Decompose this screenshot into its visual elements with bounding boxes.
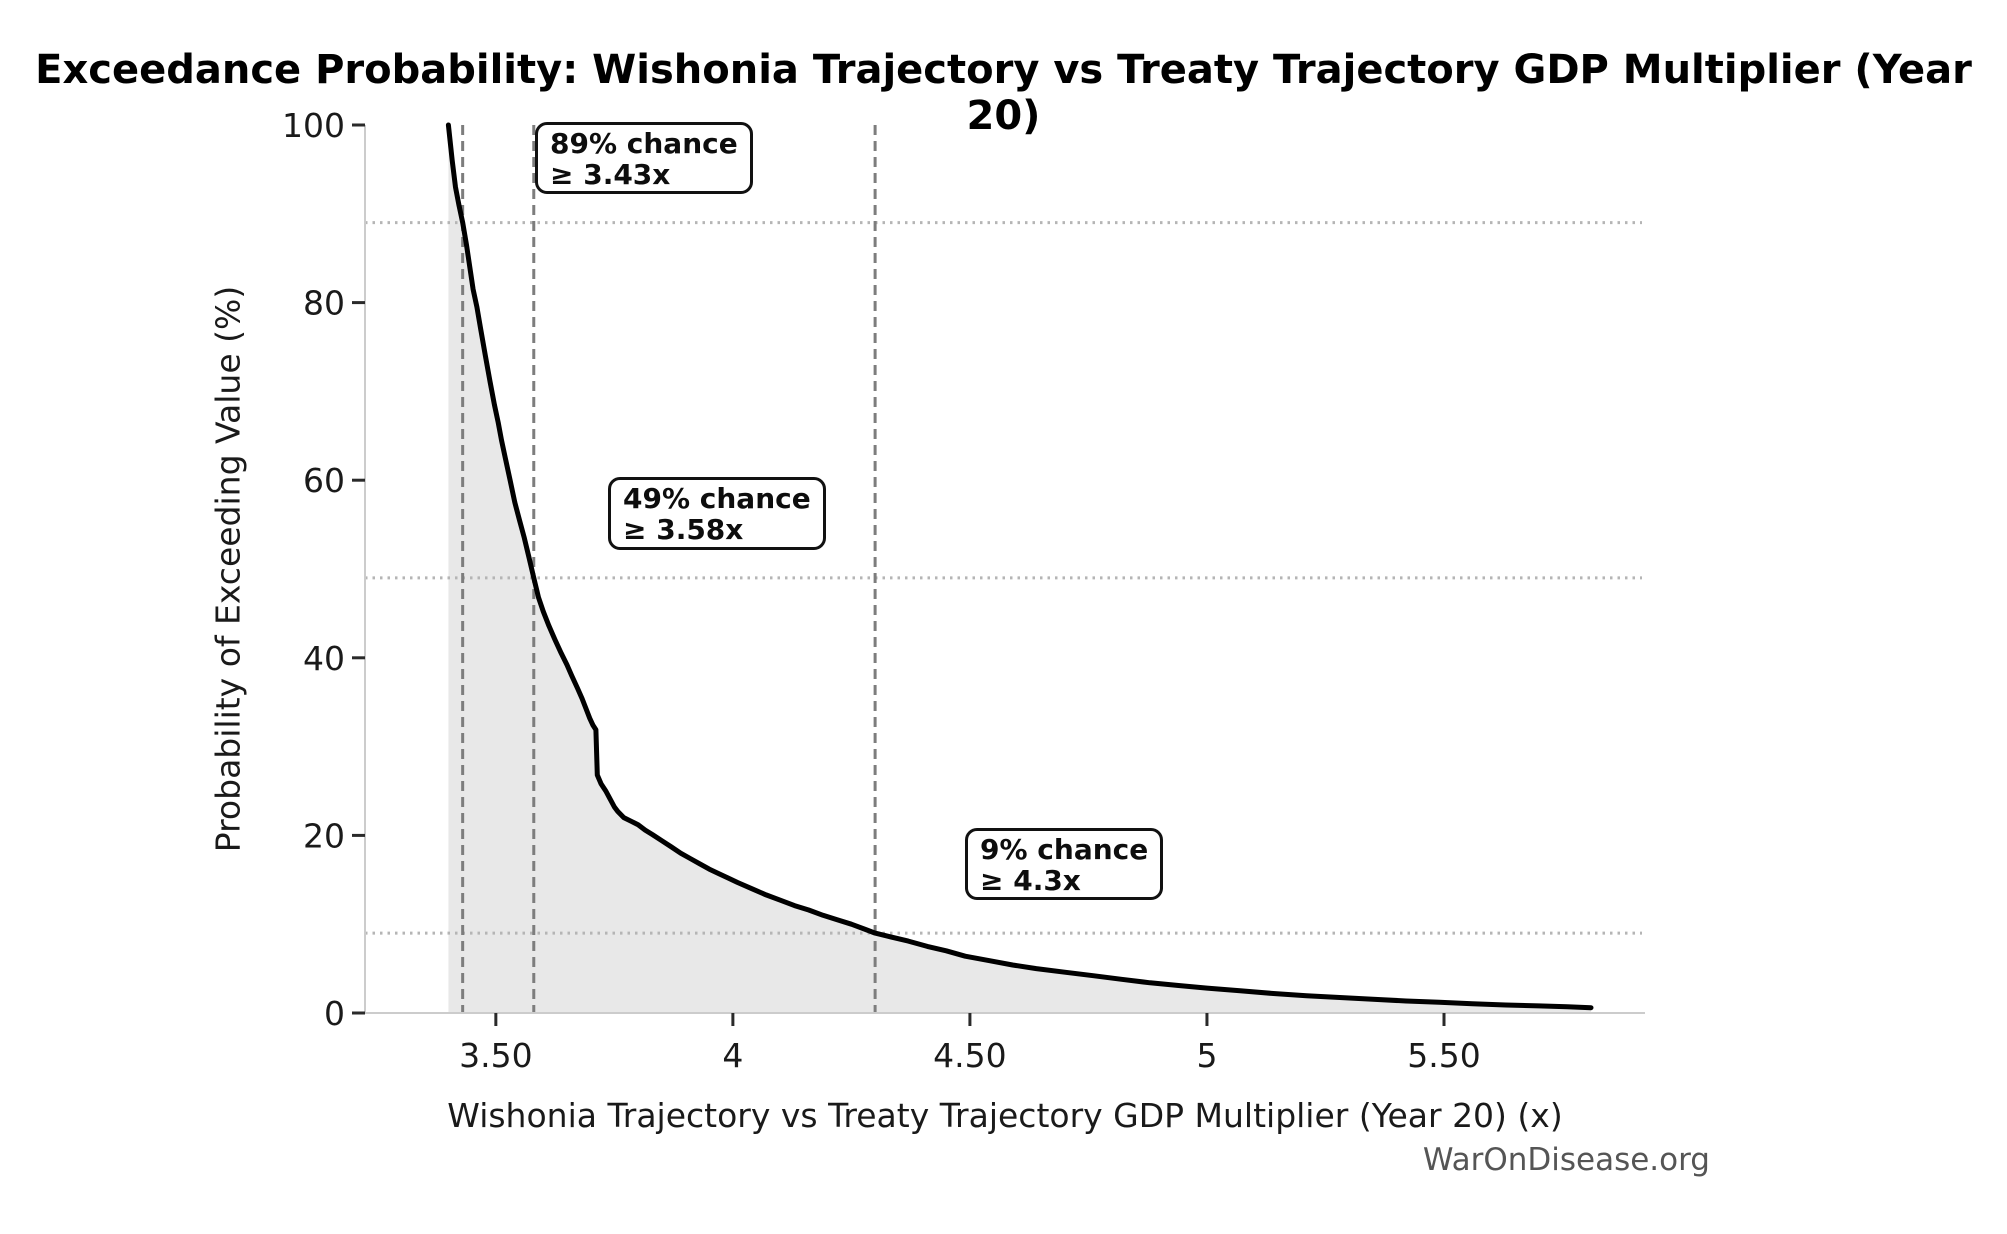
x-tick-label: 4.50: [933, 1036, 1006, 1075]
exceedance-fill-area: [448, 125, 1591, 1013]
y-tick-label: 80: [303, 284, 345, 323]
x-tick-label: 5: [1196, 1036, 1217, 1075]
x-axis-label: Wishonia Trajectory vs Treaty Trajectory…: [447, 1096, 1563, 1135]
x-tick-label: 3.50: [459, 1036, 532, 1075]
annotation-89-percent: 89% chance ≥ 3.43x: [535, 122, 753, 194]
y-tick-label: 20: [303, 816, 345, 855]
annotation-line: 89% chance: [550, 127, 738, 160]
annotation-line: 49% chance: [623, 482, 811, 515]
x-tick-label: 5.50: [1407, 1036, 1480, 1075]
annotation-line: ≥ 4.3x: [980, 864, 1081, 897]
annotation-line: ≥ 3.43x: [550, 158, 671, 191]
exceedance-curve: [445, 122, 1594, 1011]
y-tick-label: 100: [282, 106, 345, 145]
y-tick-label: 60: [303, 461, 345, 500]
y-tick-label: 40: [303, 639, 345, 678]
annotation-line: 9% chance: [980, 833, 1149, 866]
y-tick-label: 0: [324, 994, 345, 1033]
annotation-49-percent: 49% chance ≥ 3.58x: [608, 477, 826, 550]
x-tick-label: 4: [722, 1036, 743, 1075]
y-axis-label: Probability of Exceeding Value (%): [208, 285, 248, 853]
annotation-line: ≥ 3.58x: [623, 513, 744, 546]
watermark: WarOnDisease.org: [1422, 1142, 1710, 1178]
chart-title: Exceedance Probability: Wishonia Traject…: [35, 47, 1972, 139]
annotation-9-percent: 9% chance ≥ 4.3x: [965, 828, 1164, 900]
